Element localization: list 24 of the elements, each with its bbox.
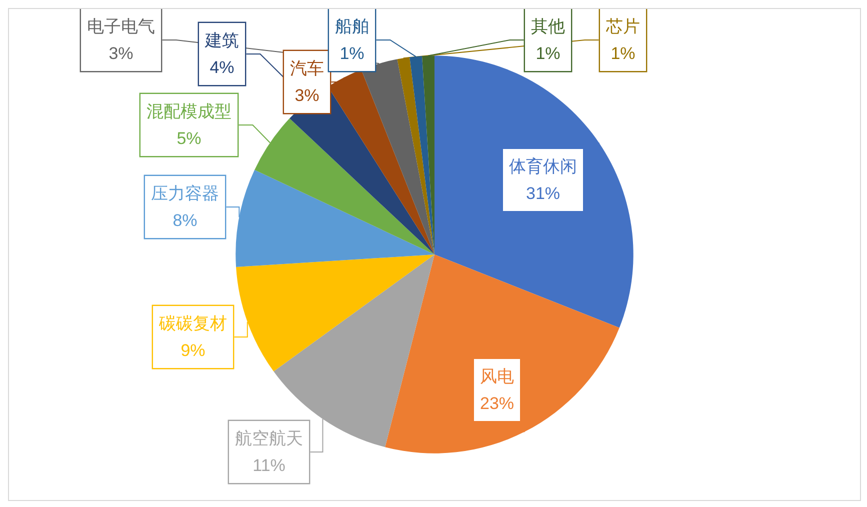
slice-label: 芯片 [605, 17, 640, 36]
data-label: 1% [340, 44, 364, 63]
slice-label: 电子电气 [87, 17, 155, 36]
data-label: 3% [294, 86, 320, 105]
slice-label: 碳碳复材 [158, 314, 227, 333]
data-label: 4% [210, 58, 234, 77]
legend-label: 体育休闲 [509, 157, 577, 176]
data-label: 3% [108, 44, 134, 63]
slice-label: 压力容器 [151, 184, 219, 203]
data-label: 9% [180, 341, 206, 360]
data-label: 8% [172, 211, 198, 230]
slice-label: 航空航天 [235, 429, 303, 448]
slice-label: 混配模成型 [146, 102, 232, 121]
data-label: 11% [252, 456, 286, 475]
slice-label: 船舶 [335, 17, 369, 36]
data-label: 1% [610, 44, 636, 63]
data-label: 23% [480, 394, 514, 413]
data-label: 1% [536, 44, 560, 63]
slice-label: 汽车 [290, 59, 324, 78]
data-label: 5% [176, 129, 202, 148]
slice-label: 其他 [531, 17, 565, 36]
data-label: 31% [526, 184, 560, 203]
slice-label: 风电 [480, 367, 514, 386]
slice-label: 建筑 [204, 31, 239, 50]
